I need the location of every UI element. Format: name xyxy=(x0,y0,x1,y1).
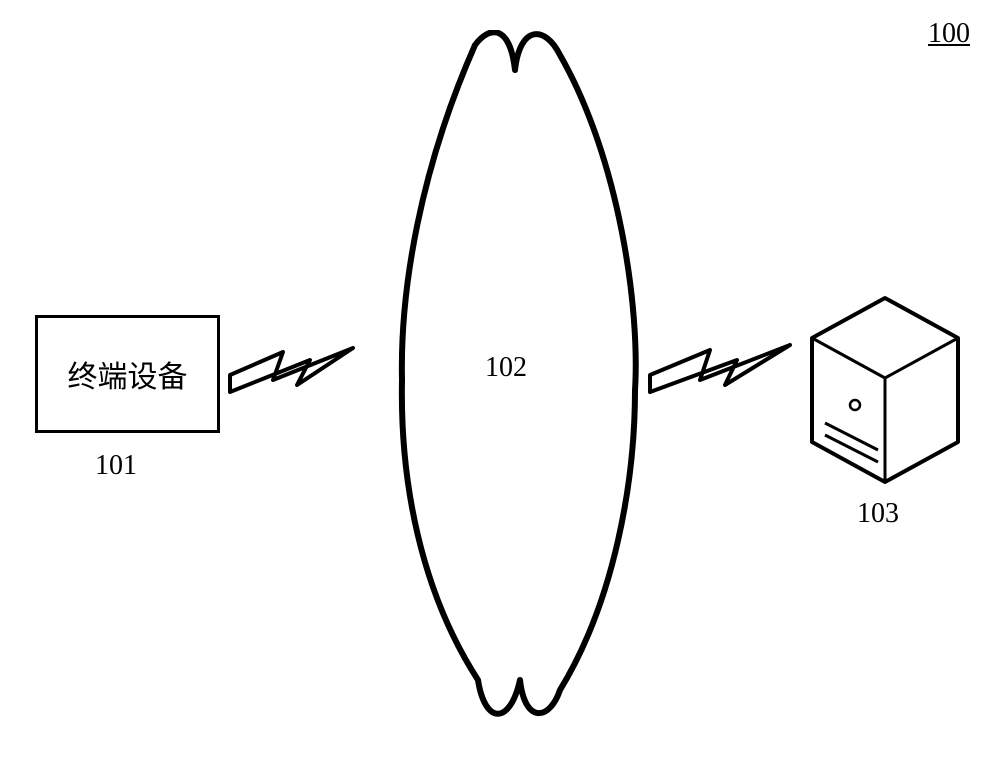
connection-right-icon xyxy=(645,330,795,410)
system-architecture-diagram: 100 终端设备 101 102 103 xyxy=(0,0,1000,772)
terminal-ref-number: 101 xyxy=(95,450,137,482)
figure-number: 100 xyxy=(928,18,970,50)
cloud-ref-number: 102 xyxy=(485,352,527,384)
server-ref-number: 103 xyxy=(857,498,899,530)
terminal-device-text: 终端设备 xyxy=(68,352,188,396)
terminal-device-box: 终端设备 xyxy=(35,315,220,433)
connection-left-icon xyxy=(225,330,360,410)
server-icon xyxy=(800,290,970,490)
